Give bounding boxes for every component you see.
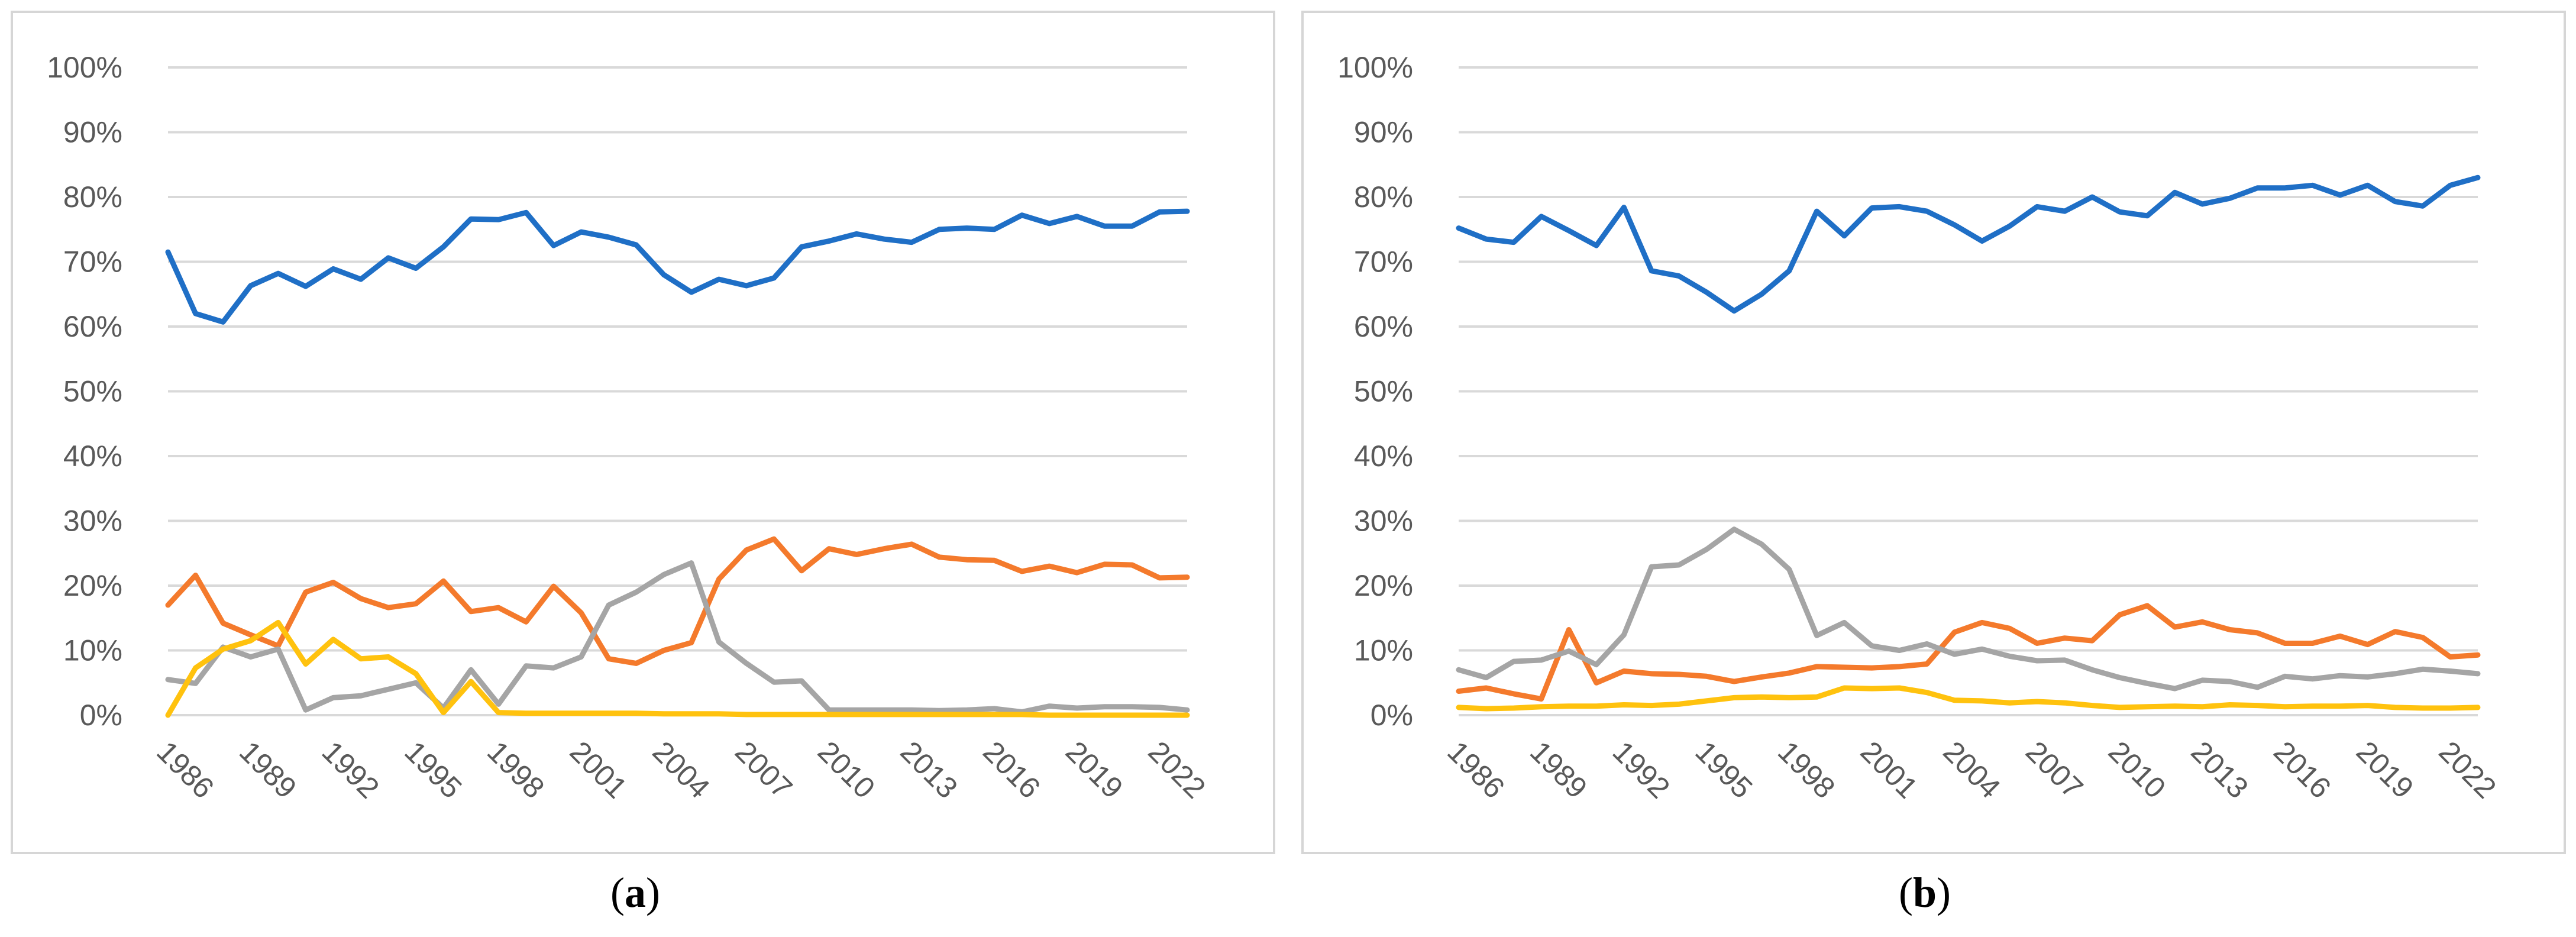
x-tick-label: 1986 (150, 735, 220, 804)
y-tick-label: 20% (1354, 569, 1413, 602)
x-tick-label: 1992 (316, 735, 386, 804)
x-tick-label: 2013 (2185, 735, 2255, 804)
x-tick-label: 2019 (2350, 735, 2420, 804)
y-tick-label: 60% (63, 310, 122, 343)
series-line-yellow (165, 619, 1190, 718)
x-tick-label: 2010 (812, 735, 881, 804)
y-tick-label: 70% (1354, 245, 1413, 279)
y-tick-label: 70% (63, 245, 122, 279)
series-line-yellow (1456, 685, 2481, 712)
x-tick-label: 2010 (2102, 735, 2172, 804)
y-tick-label: 40% (1354, 440, 1413, 473)
y-tick-label: 90% (1354, 116, 1413, 149)
x-tick-label: 2013 (894, 735, 964, 804)
x-tick-label: 2007 (729, 735, 799, 804)
x-tick-label: 1989 (1524, 735, 1594, 804)
series-line-blue (1456, 175, 2481, 314)
x-tick-label: 2022 (1142, 735, 1212, 804)
x-tick-label: 1992 (1607, 735, 1676, 804)
line-chart-b: 0% 10% 20% 30% 40% 50% 60% 70% 80% 90% 100% 1986 198… (1337, 51, 2503, 804)
x-tick-label: 2019 (1059, 735, 1129, 804)
x-tick-label: 2004 (1937, 735, 2006, 804)
x-tick-label: 2001 (1854, 735, 1924, 804)
y-tick-label: 100% (47, 51, 122, 84)
y-tick-label: 50% (63, 375, 122, 408)
y-tick-label: 30% (1354, 505, 1413, 538)
series-line-gray (1456, 526, 2481, 692)
x-tick-label: 2007 (2019, 735, 2089, 804)
y-tick-label: 10% (63, 634, 122, 667)
x-tick-label: 2016 (2267, 735, 2337, 804)
y-tick-label: 50% (1354, 375, 1413, 408)
x-tick-label: 1995 (1689, 735, 1759, 804)
x-tick-label: 1998 (1772, 735, 1841, 804)
y-tick-label: 100% (1337, 51, 1413, 84)
x-tick-label: 2016 (977, 735, 1046, 804)
series-line-orange (165, 536, 1190, 666)
x-tick-label: 2004 (646, 735, 716, 804)
y-tick-label: 60% (1354, 310, 1413, 343)
y-tick-label: 0% (80, 699, 122, 732)
y-tick-label: 30% (63, 505, 122, 538)
series-line-orange (1456, 603, 2481, 702)
x-tick-label: 1986 (1441, 735, 1511, 804)
series-line-blue (165, 208, 1190, 325)
x-tick-label: 1995 (398, 735, 468, 804)
y-tick-label: 40% (63, 440, 122, 473)
series-line-gray (165, 560, 1190, 715)
y-tick-label: 80% (63, 180, 122, 214)
y-tick-label: 0% (1371, 699, 1413, 732)
x-tick-label: 1998 (481, 735, 551, 804)
x-tick-label: 1989 (233, 735, 303, 804)
x-tick-label: 2022 (2433, 735, 2503, 804)
y-tick-label: 80% (1354, 180, 1413, 214)
y-tick-label: 20% (63, 569, 122, 602)
chart-panel-b: 0% 10% 20% 30% 40% 50% 60% 70% 80% 90% 100% 1986 198… (1301, 11, 2566, 854)
y-tick-label: 10% (1354, 634, 1413, 667)
caption-a: (a) (610, 869, 660, 916)
y-tick-label: 90% (63, 116, 122, 149)
caption-b: (b) (1899, 869, 1951, 916)
chart-panel-a: 0% 10% 20% 30% 40% 50% 60% 70% 80% 90% 100% 1986 198… (11, 11, 1275, 854)
line-chart-a: 0% 10% 20% 30% 40% 50% 60% 70% 80% 90% 100% 1986 198… (47, 51, 1212, 804)
x-tick-label: 2001 (564, 735, 634, 804)
